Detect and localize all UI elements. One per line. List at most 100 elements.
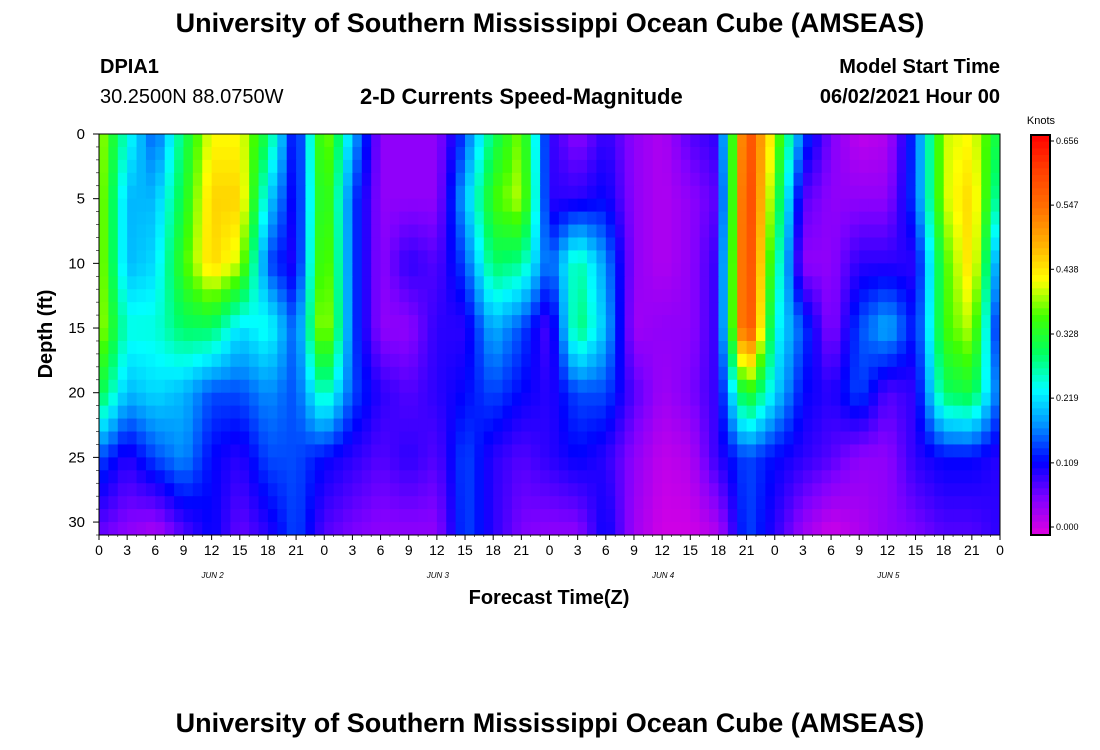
heatmap-cell [633, 392, 644, 407]
heatmap-cell [877, 340, 888, 355]
heatmap-cell [709, 250, 720, 264]
heatmap-cell [211, 509, 222, 523]
heatmap-cell [418, 470, 429, 484]
heatmap-cell [521, 444, 532, 458]
heatmap-cell [652, 276, 663, 290]
heatmap-cell [408, 328, 419, 342]
heatmap-cell [455, 353, 466, 368]
heatmap-cell [934, 146, 945, 161]
heatmap-cell [887, 250, 898, 264]
heatmap-cell [314, 159, 325, 174]
heatmap-cell [521, 289, 532, 303]
heatmap-cell [127, 198, 138, 213]
heatmap-cell [230, 185, 241, 200]
heatmap-cell [399, 522, 410, 535]
heatmap-cell [164, 431, 175, 446]
heatmap-cell [746, 263, 757, 277]
heatmap-cell [258, 457, 269, 471]
heatmap-cell [277, 457, 288, 471]
heatmap-cell [230, 134, 241, 148]
heatmap-cell [296, 315, 307, 329]
heatmap-cell [624, 302, 635, 316]
heatmap-cell [408, 263, 419, 277]
x-tick-label: 6 [602, 542, 610, 558]
heatmap-cell [267, 509, 278, 523]
heatmap-cell [145, 250, 156, 264]
heatmap-cell [652, 366, 663, 381]
heatmap-cell [924, 405, 935, 420]
heatmap-cell [521, 146, 532, 161]
heatmap-cell [934, 366, 945, 381]
heatmap-cell [202, 457, 213, 471]
heatmap-cell [286, 340, 297, 355]
heatmap-cell [633, 418, 644, 433]
heatmap-cell [671, 185, 682, 200]
heatmap-cell [108, 379, 119, 394]
heatmap-cell [389, 418, 400, 433]
heatmap-cell [211, 353, 222, 368]
heatmap-cell [699, 522, 710, 535]
heatmap-cell [436, 353, 447, 368]
heatmap-cell [615, 392, 626, 407]
heatmap-cell [887, 289, 898, 303]
x-tick-label: 18 [936, 542, 952, 558]
heatmap-cell [267, 483, 278, 497]
heatmap-cell [108, 146, 119, 161]
heatmap-cell [436, 198, 447, 213]
heatmap-cell [502, 302, 513, 316]
heatmap-cell [690, 340, 701, 355]
heatmap-cell [962, 353, 973, 368]
heatmap-cell [389, 237, 400, 252]
colorbar-swatch [1031, 388, 1050, 396]
heatmap-cell [502, 340, 513, 355]
heatmap-cell [352, 522, 363, 535]
heatmap-cell [859, 366, 870, 381]
heatmap-cell [239, 211, 250, 226]
colorbar-tick-label: 0.547 [1056, 200, 1079, 210]
heatmap-cell [859, 211, 870, 226]
heatmap-cell [896, 276, 907, 290]
heatmap-cell [455, 134, 466, 148]
heatmap-cell [924, 379, 935, 394]
heatmap-cell [352, 198, 363, 213]
heatmap-cell [821, 185, 832, 200]
heatmap-cell [624, 379, 635, 394]
heatmap-cell [502, 509, 513, 523]
heatmap-cell [774, 250, 785, 264]
heatmap-cell [587, 418, 598, 433]
heatmap-cell [755, 276, 766, 290]
heatmap-cell [249, 366, 260, 381]
heatmap-cell [380, 289, 391, 303]
heatmap-cell [99, 418, 109, 433]
heatmap-cell [615, 457, 626, 471]
heatmap-cell [633, 237, 644, 252]
heatmap-cell [624, 185, 635, 200]
heatmap-cell [643, 509, 654, 523]
heatmap-cell [436, 172, 447, 187]
heatmap-cell [427, 418, 438, 433]
heatmap-cell [202, 522, 213, 535]
heatmap-cell [174, 483, 185, 497]
heatmap-cell [802, 328, 813, 342]
heatmap-cell [849, 340, 860, 355]
heatmap-cell [474, 211, 485, 226]
heatmap-cell [352, 418, 363, 433]
heatmap-cell [183, 302, 194, 316]
heatmap-cell [446, 509, 457, 523]
heatmap-cell [840, 289, 851, 303]
heatmap-cell [746, 379, 757, 394]
heatmap-cell [399, 211, 410, 226]
heatmap-cell [99, 172, 109, 187]
heatmap-cell [746, 185, 757, 200]
heatmap-cell [389, 185, 400, 200]
heatmap-cell [652, 431, 663, 446]
heatmap-cell [587, 457, 598, 471]
heatmap-cell [145, 483, 156, 497]
heatmap-cell [117, 134, 128, 148]
heatmap-cell [174, 134, 185, 148]
heatmap-cell [755, 328, 766, 342]
heatmap-cell [343, 379, 354, 394]
heatmap-cell [267, 134, 278, 148]
heatmap-cell [671, 146, 682, 161]
heatmap-cell [436, 470, 447, 484]
